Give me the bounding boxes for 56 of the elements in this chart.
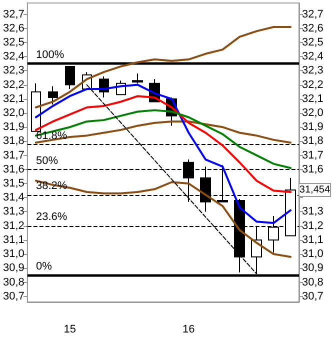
line-series	[34, 84, 292, 224]
y2-tick-label: 32,1	[302, 92, 324, 105]
candlestick	[48, 86, 58, 106]
y-tick-label: 31,5	[2, 178, 24, 190]
y-tick-label: 31,4	[2, 192, 24, 204]
y-tick-label: 32,4	[2, 50, 24, 63]
line-series	[34, 120, 292, 144]
y-tick-label: 31,3	[2, 206, 24, 218]
line-series	[34, 26, 292, 108]
y2-tick-label: 31,1	[302, 234, 324, 246]
y-tick-label: 32,1	[2, 92, 24, 105]
text: 31,454	[299, 184, 330, 196]
y-tick-label: 32,2	[2, 78, 24, 91]
y2-tick-label: 30,9	[302, 262, 324, 274]
candlestick	[132, 73, 143, 84]
y2-tick-label: 31,7	[302, 149, 324, 162]
line-series	[34, 95, 292, 193]
y-tick-label: 32,0	[2, 107, 24, 120]
y-tick-label: 31,8	[2, 135, 24, 148]
y2-tick-label: 31,8	[302, 135, 324, 148]
y2-tick-label: 30,8	[302, 276, 324, 288]
x-tick-label: 15	[64, 324, 76, 336]
y-tick-label: 32,3	[2, 64, 24, 77]
y2-tick-label: 32,7	[302, 8, 324, 20]
y-tick-label: 31,9	[2, 121, 24, 134]
y2-tick-label: 31,9	[302, 121, 324, 134]
annotation: 0%	[36, 260, 52, 273]
candlestick	[31, 82, 41, 132]
y2-tick-label: 32,0	[302, 107, 324, 120]
y-tick-label: 32,6	[2, 22, 24, 34]
y-tick-label: 31,6	[2, 163, 24, 176]
y2-tick-label: 31,2	[302, 220, 324, 232]
y2-tick-label: 32,2	[302, 78, 324, 91]
y2-tick-label: 32,5	[302, 36, 324, 48]
y-tick-label: 32,7	[2, 8, 24, 20]
line-series	[34, 109, 292, 170]
y2-tick-label: 31,0	[302, 248, 324, 260]
y2-tick-label: 31,3	[302, 206, 324, 218]
y-tick-label: 30,7	[2, 290, 24, 302]
y-tick-label: 31,2	[2, 220, 24, 232]
line-series	[34, 180, 292, 258]
y-tick-label: 31,0	[2, 248, 24, 260]
y-tick-label: 32,5	[2, 36, 24, 48]
annotation: 50%	[36, 154, 58, 167]
y2-tick-label: 32,6	[302, 22, 324, 34]
y2-tick-label: 32,3	[302, 64, 324, 77]
x-tick-label: 16	[182, 324, 195, 336]
annotation: 23.6%	[36, 210, 68, 223]
y2-tick-label: 30,7	[302, 290, 324, 302]
y-tick-label: 30,9	[2, 262, 24, 274]
y-tick-label: 30,8	[2, 276, 24, 288]
annotation: 100%	[36, 49, 64, 62]
y2-tick-label: 31,6	[302, 163, 324, 176]
y-tick-label: 31,1	[2, 234, 24, 246]
y2-tick-label: 32,4	[302, 50, 324, 63]
y-tick-label: 31,7	[2, 149, 24, 162]
